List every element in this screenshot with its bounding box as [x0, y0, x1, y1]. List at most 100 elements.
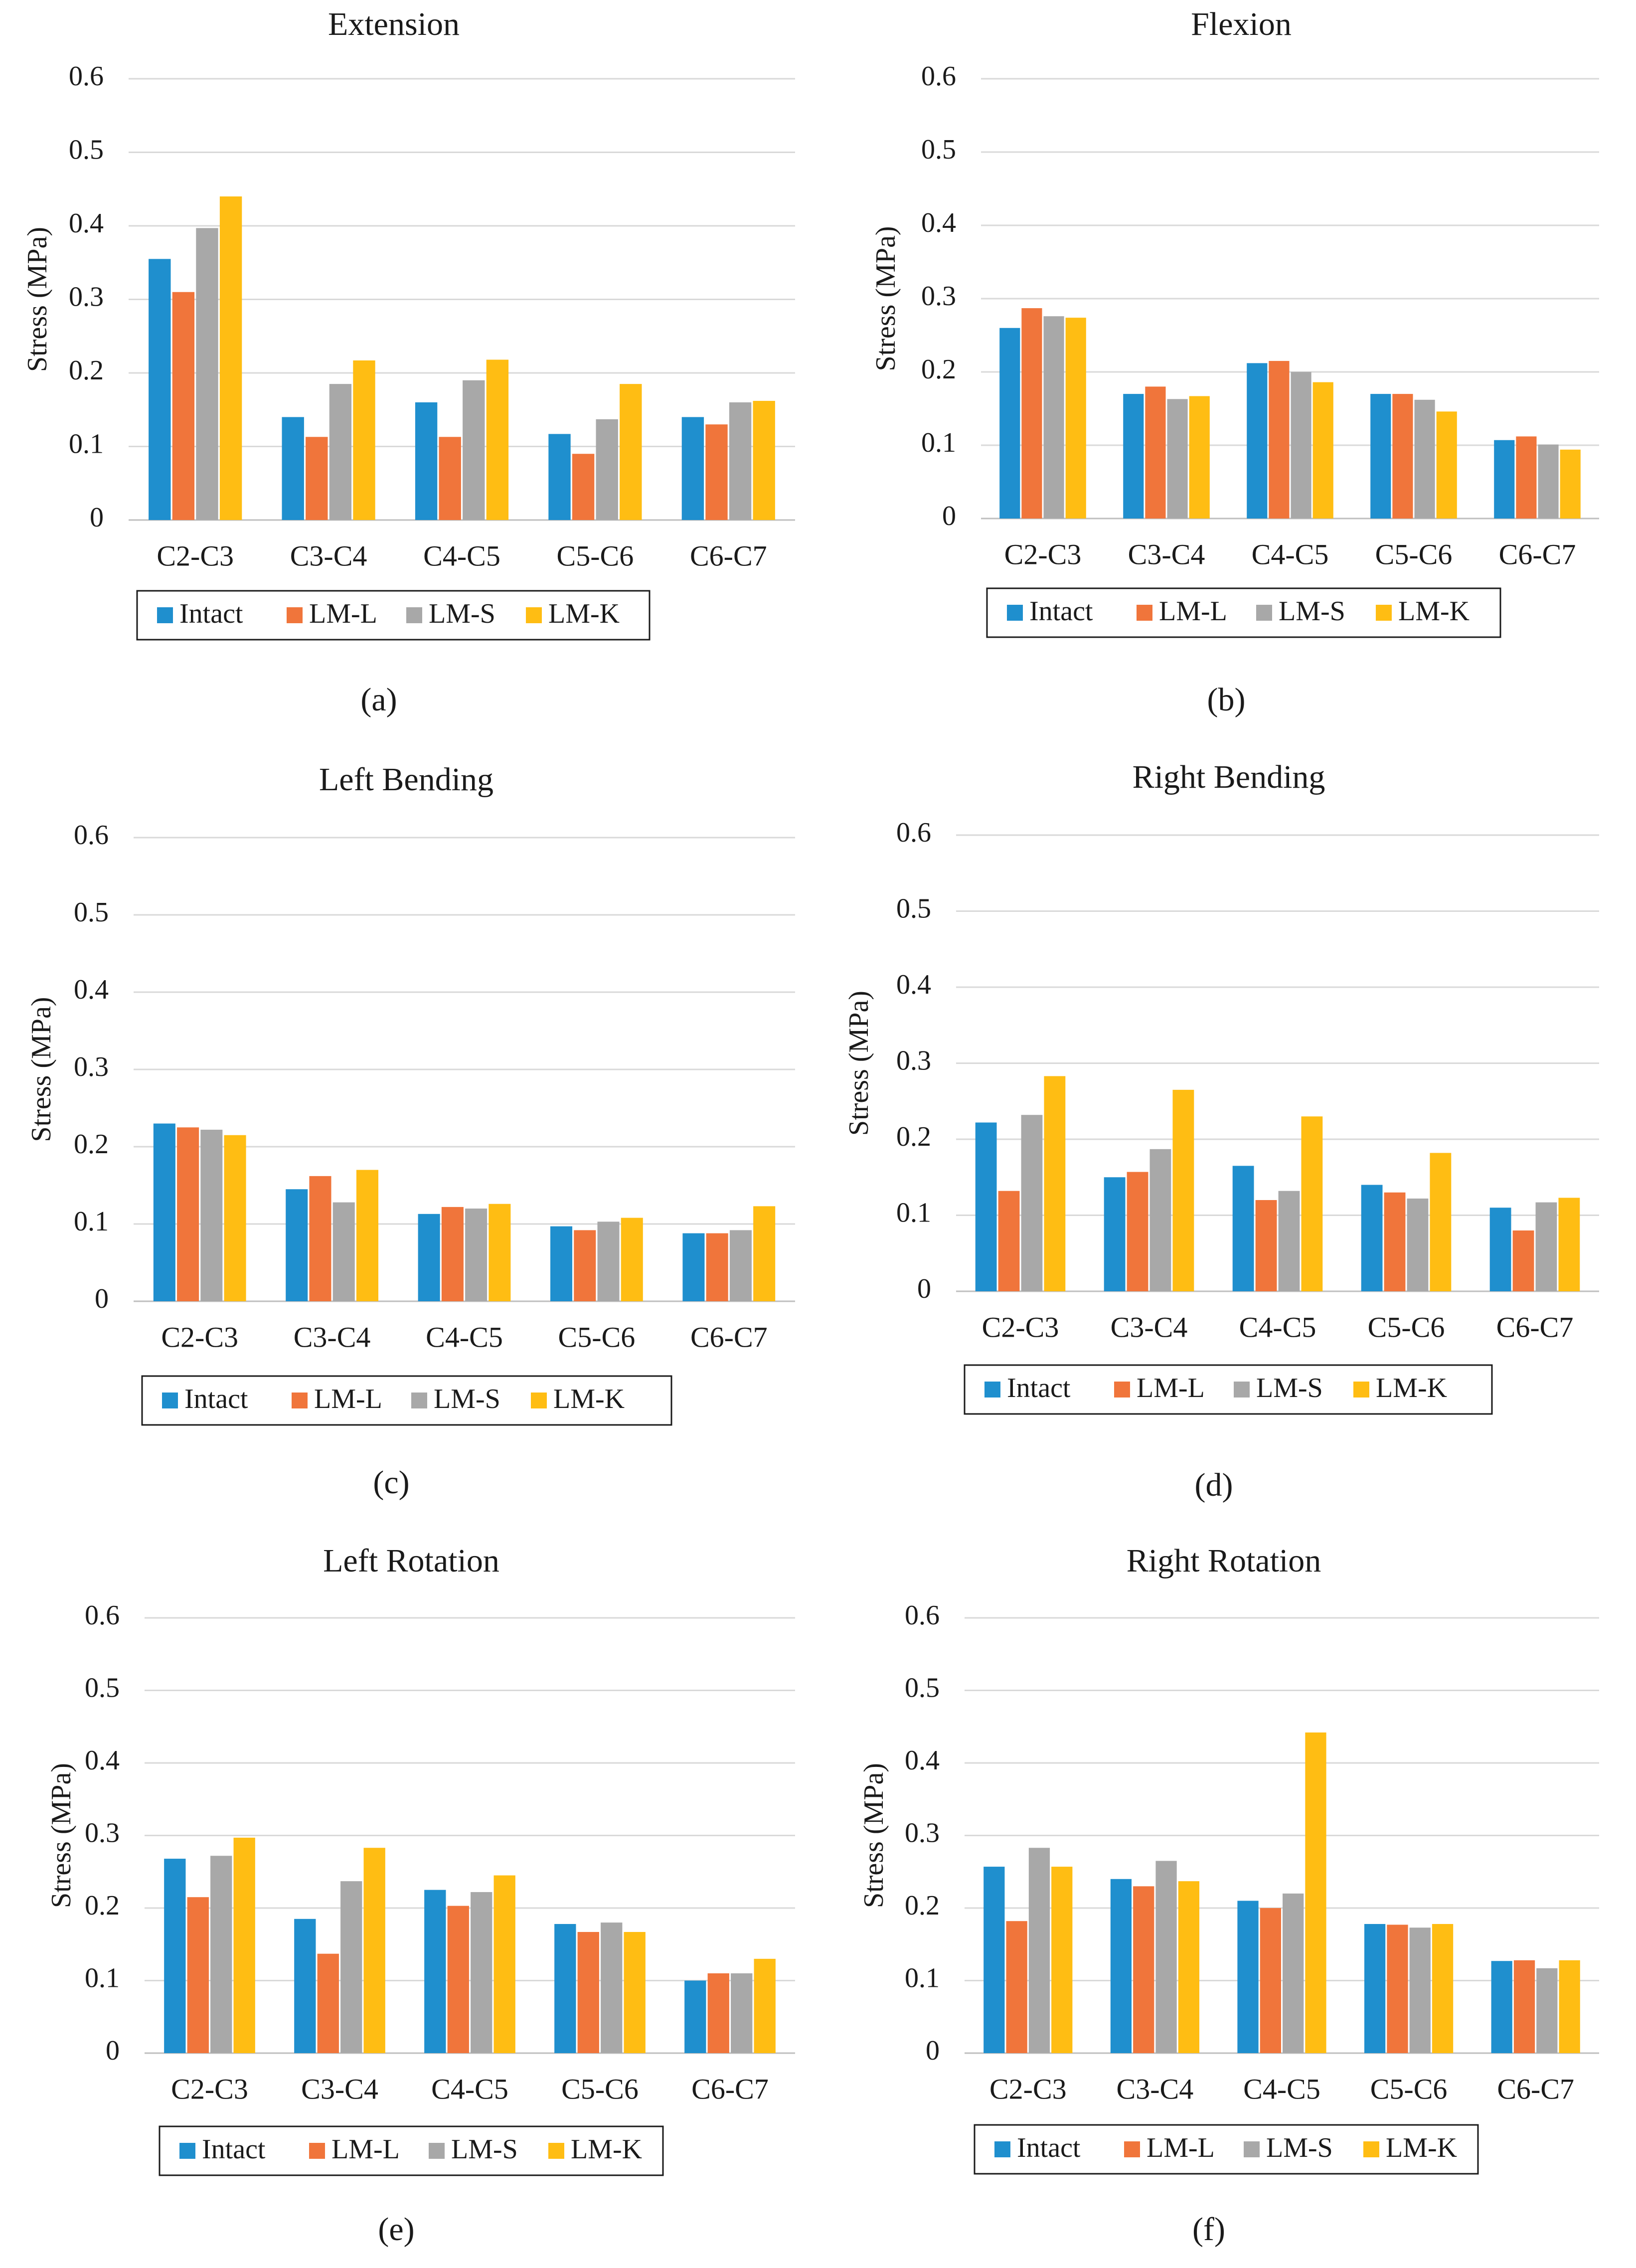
legend-label: LM-L: [309, 598, 377, 629]
bar-lm-s-c4-c5: [1283, 1893, 1304, 2053]
y-tick-label: 0.1: [69, 428, 104, 459]
y-tick-label: 0: [90, 502, 104, 533]
x-tick-label: C6-C7: [690, 1321, 768, 1353]
bar-intact-c6-c7: [1491, 1961, 1512, 2053]
bar-lm-l-c4-c5: [441, 1207, 464, 1301]
bar-lm-s-c2-c3: [1021, 1115, 1043, 1291]
bar-lm-l-c5-c6: [1392, 394, 1413, 519]
legend-label: LM-L: [1146, 2132, 1215, 2163]
bar-lm-l-c6-c7: [1513, 1960, 1535, 2053]
bar-intact-c4-c5: [415, 402, 438, 520]
bar-lm-k-c3-c4: [363, 1848, 385, 2053]
x-tick-label: C3-C4: [294, 1321, 371, 1353]
legend-label: LM-L: [1159, 596, 1227, 627]
bar-lm-l-c3-c4: [306, 437, 328, 520]
y-tick-label: 0.2: [896, 1121, 931, 1152]
chart-panel-2: Flexion 0 0.1 0.2 0.3 0.4 0.5 0.6 Stress (MPa) C2…: [870, 6, 1599, 718]
bar-intact-c6-c7: [1489, 1208, 1511, 1291]
legend-box: [136, 590, 651, 641]
bar-lm-l-c6-c7: [707, 1973, 729, 2053]
bar-lm-l-c2-c3: [1006, 1921, 1027, 2053]
bar-lm-k-c2-c3: [1051, 1867, 1073, 2053]
x-tick-label: C4-C5: [431, 2073, 508, 2105]
bar-lm-l-c4-c5: [1260, 1908, 1281, 2053]
legend-swatch-lm-s: [406, 607, 422, 623]
legend-label: Intact: [179, 598, 243, 629]
y-axis-label: Stress (MPa): [870, 226, 901, 371]
bar-intact-c4-c5: [1232, 1166, 1254, 1291]
bar-lm-l-c4-c5: [1255, 1200, 1277, 1291]
chart-panel-6: Right Rotation 0 0.1 0.2 0.3 0.4 0.5 0.6 Stress …: [858, 1543, 1599, 2248]
bar-lm-s-c3-c4: [329, 384, 352, 520]
legend-swatch-intact: [157, 607, 173, 623]
bar-intact-c2-c3: [149, 259, 171, 520]
bar-lm-l-c3-c4: [317, 1953, 339, 2053]
bar-lm-s-c5-c6: [601, 1922, 623, 2053]
legend-swatch-lm-k: [531, 1393, 547, 1408]
bar-lm-s-c2-c3: [1043, 316, 1064, 519]
bar-intact-c4-c5: [1247, 363, 1268, 519]
bar-lm-l-c3-c4: [1133, 1886, 1154, 2053]
bar-lm-l-c5-c6: [1384, 1192, 1406, 1291]
y-tick-label: 0.6: [74, 820, 109, 851]
bar-lm-l-c3-c4: [1127, 1172, 1148, 1291]
chart-panel-4: Right Bending 0 0.1 0.2 0.3 0.4 0.5 0.6 Stress (…: [843, 759, 1599, 1503]
bar-intact-c6-c7: [684, 1980, 706, 2053]
panel-caption: (c): [373, 1464, 409, 1501]
bar-intact-c2-c3: [999, 328, 1020, 519]
y-tick-label: 0.2: [905, 1890, 940, 1921]
y-tick-label: 0.6: [896, 817, 931, 848]
y-tick-label: 0.3: [85, 1817, 120, 1848]
bar-intact-c5-c6: [550, 1226, 573, 1301]
legend-swatch-lm-k: [526, 607, 542, 623]
x-tick-label: C6-C7: [691, 2073, 769, 2105]
x-tick-label: C3-C4: [290, 539, 367, 572]
bar-lm-k-c6-c7: [1559, 1960, 1580, 2053]
legend-swatch-intact: [994, 2141, 1010, 2157]
bar-lm-s-c6-c7: [1538, 444, 1559, 519]
x-tick-label: C2-C3: [171, 2073, 248, 2105]
bar-lm-k-c6-c7: [753, 1206, 776, 1301]
legend-label: LM-K: [553, 1384, 625, 1414]
y-axis-label: Stress (MPa): [46, 1763, 77, 1908]
x-tick-label: C4-C5: [426, 1321, 503, 1353]
y-tick-label: 0.4: [74, 974, 109, 1005]
bar-lm-s-c5-c6: [1407, 1198, 1429, 1291]
y-tick-label: 0.1: [85, 1962, 120, 1993]
bar-lm-s-c3-c4: [1155, 1861, 1177, 2053]
legend-label: LM-L: [1137, 1373, 1205, 1403]
x-tick-label: C5-C6: [1375, 538, 1453, 570]
bar-lm-l-c4-c5: [447, 1906, 469, 2053]
y-tick-label: 0.2: [85, 1890, 120, 1921]
y-tick-label: 0.5: [69, 134, 104, 165]
chart-panel-5: Left Rotation 0 0.1 0.2 0.3 0.4 0.5 0.6 Stress (…: [46, 1543, 795, 2248]
bar-lm-k-c3-c4: [1189, 396, 1210, 519]
legend-swatch-lm-s: [1244, 2141, 1260, 2157]
bar-intact-c2-c3: [153, 1123, 175, 1301]
x-tick-label: C2-C3: [1004, 538, 1082, 570]
bar-lm-k-c5-c6: [1436, 411, 1457, 519]
legend-box: [159, 2125, 664, 2176]
y-tick-label: 0.4: [896, 969, 931, 1000]
bar-lm-l-c3-c4: [309, 1176, 331, 1301]
bar-lm-s-c5-c6: [596, 419, 618, 520]
bar-intact-c5-c6: [554, 1924, 576, 2053]
bar-lm-l-c2-c3: [187, 1897, 209, 2053]
y-tick-label: 0.1: [896, 1197, 931, 1228]
y-tick-label: 0.1: [921, 427, 956, 458]
panel-caption: (d): [1195, 1467, 1233, 1503]
bar-lm-k-c2-c3: [1044, 1076, 1066, 1291]
legend-box: [141, 1375, 672, 1426]
bar-lm-s-c2-c3: [210, 1856, 232, 2053]
x-tick-label: C6-C7: [1497, 2073, 1574, 2105]
panel-caption: (a): [360, 682, 397, 718]
bar-lm-s-c6-c7: [729, 402, 752, 520]
legend-box: [964, 1364, 1493, 1415]
legend-swatch-lm-l: [1124, 2141, 1140, 2157]
x-tick-label: C5-C6: [1368, 1311, 1445, 1343]
y-tick-label: 0.1: [74, 1206, 109, 1237]
bar-lm-k-c2-c3: [233, 1837, 255, 2053]
legend-swatch-intact: [1007, 605, 1023, 621]
bar-lm-k-c3-c4: [353, 360, 375, 520]
